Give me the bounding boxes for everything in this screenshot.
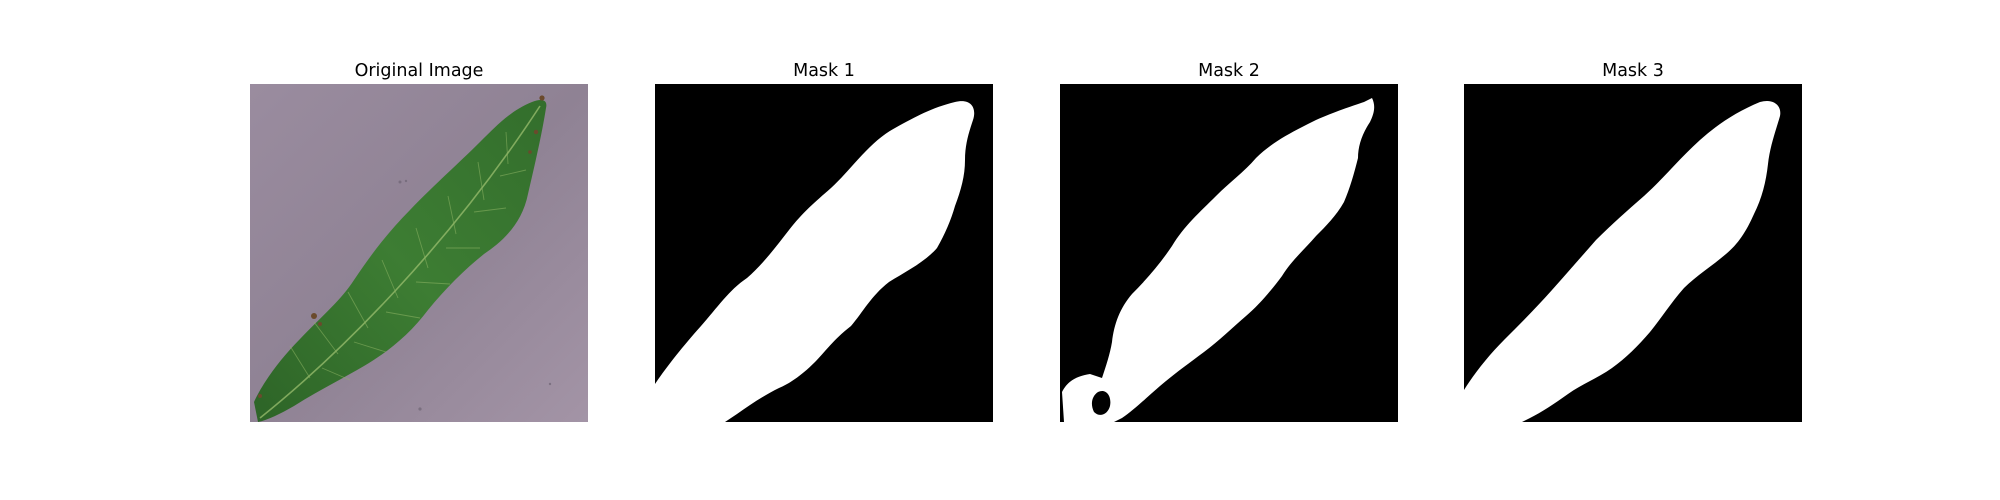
panel-title: Mask 3 — [1464, 58, 1802, 84]
segmentation-mask-icon — [655, 84, 993, 422]
original-leaf-image — [250, 84, 588, 422]
panel-title: Mask 2 — [1060, 58, 1398, 84]
panel-title: Original Image — [250, 58, 588, 84]
mask-2-image — [1060, 84, 1398, 422]
mask-3-image — [1464, 84, 1802, 422]
panel-mask-1: Mask 1 — [655, 58, 993, 422]
segmentation-mask-icon — [1464, 84, 1802, 422]
panel-mask-3: Mask 3 — [1464, 58, 1802, 422]
segmentation-mask-icon — [1060, 84, 1398, 422]
panel-mask-2: Mask 2 — [1060, 58, 1398, 422]
panel-title: Mask 1 — [655, 58, 993, 84]
panel-original-image: Original Image — [250, 58, 588, 422]
mask-1-image — [655, 84, 993, 422]
leaf-photo-icon — [250, 84, 588, 422]
